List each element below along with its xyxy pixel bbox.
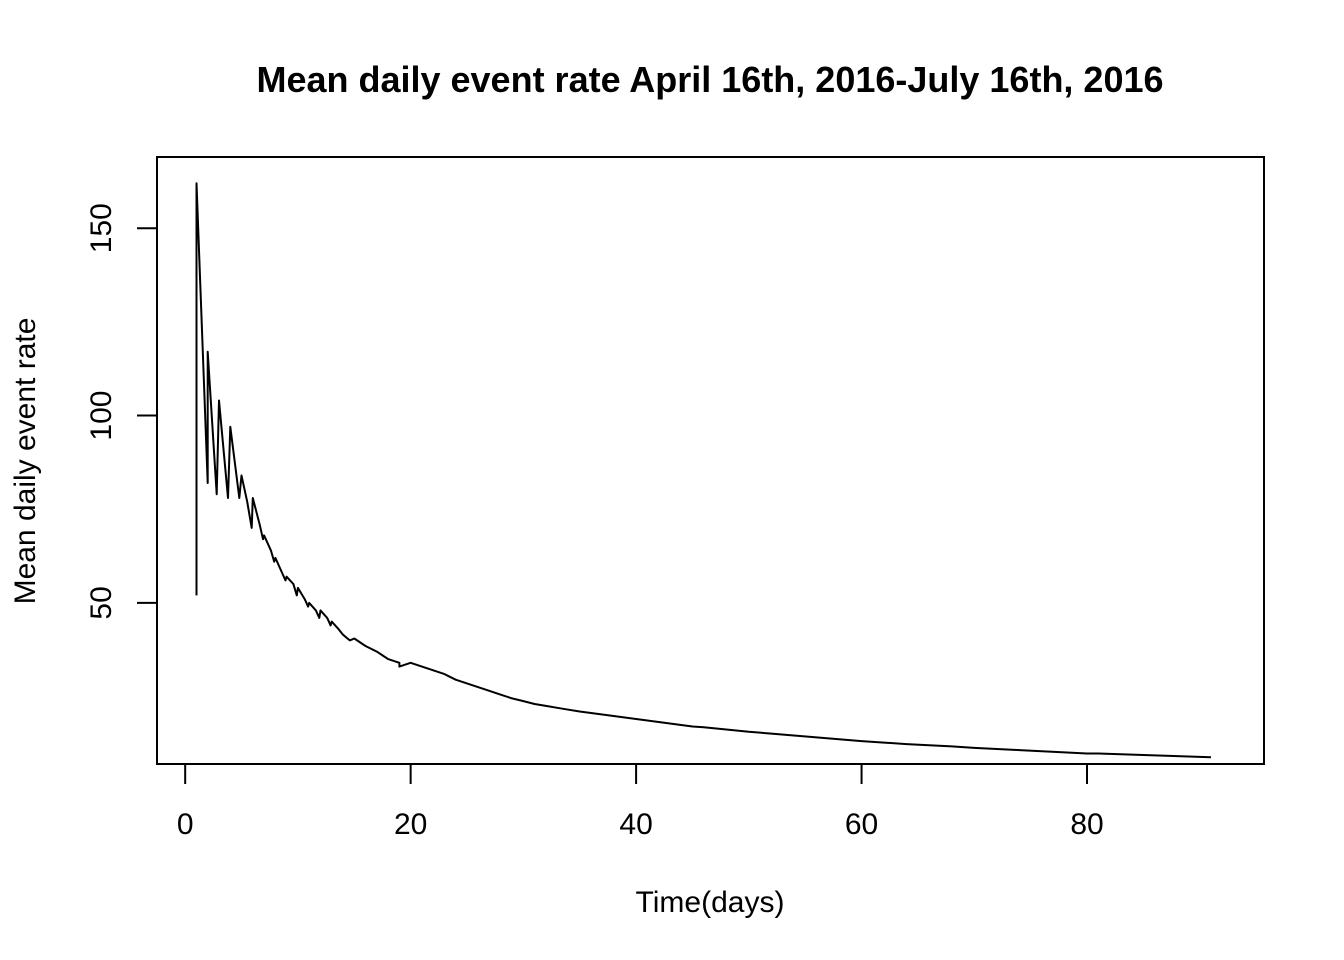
x-tick-label: 40 bbox=[619, 808, 652, 841]
series-line bbox=[195, 182, 1212, 759]
x-tick-label: 0 bbox=[177, 808, 194, 841]
y-tick-label: 100 bbox=[85, 391, 118, 441]
series-layer bbox=[195, 182, 1212, 759]
x-tick-label: 80 bbox=[1070, 808, 1103, 841]
plot-frame bbox=[156, 156, 1265, 765]
x-axis-label: Time(days) bbox=[636, 886, 785, 919]
y-axis-label: Mean daily event rate bbox=[9, 318, 42, 605]
y-axis: 50 100 150 bbox=[85, 203, 158, 620]
chart-title: Mean daily event rate April 16th, 2016-J… bbox=[256, 59, 1163, 100]
x-axis: 0 20 40 60 80 bbox=[177, 763, 1104, 841]
y-tick-label: 50 bbox=[85, 586, 118, 619]
x-tick-label: 60 bbox=[845, 808, 878, 841]
y-tick-label: 150 bbox=[85, 203, 118, 253]
x-tick-label: 20 bbox=[394, 808, 427, 841]
